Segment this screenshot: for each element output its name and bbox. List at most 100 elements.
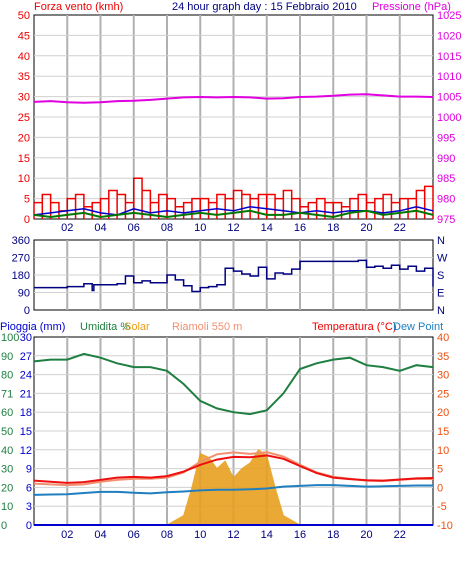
x-tick-label: 14	[261, 222, 273, 234]
rain-tick-label: 9	[26, 464, 32, 476]
direction-tick-label: 90	[18, 288, 30, 300]
direction-tick-label: 270	[12, 253, 30, 265]
direction-tick-label: 0	[24, 305, 30, 317]
right-tick-label: 975	[437, 214, 455, 226]
temperature-tick-label: 25	[437, 388, 449, 400]
dewpoint-title: Dew Point	[393, 321, 443, 333]
compass-tick-label: W	[437, 253, 448, 265]
x-tick-label: 06	[128, 529, 140, 541]
x-tick-label: 20	[360, 529, 372, 541]
rain-tick-label: 12	[20, 445, 32, 457]
temperature-tick-label: 30	[437, 370, 449, 382]
humidity-tick-label: 30	[1, 464, 13, 476]
x-tick-label: 12	[227, 529, 239, 541]
temperature-series	[33, 454, 434, 484]
pressure-title: Pressione (hPa)	[372, 1, 451, 13]
right-tick-label: 980	[437, 194, 455, 206]
wind-title: Forza vento (kmh)	[34, 1, 123, 13]
right-tick-label: 990	[437, 153, 455, 165]
humidity-temperature-panel: 0102030405060718090100036912151821242730…	[1, 332, 453, 532]
temperature-tick-label: 5	[437, 464, 443, 476]
left-tick-label: 30	[18, 92, 30, 104]
temperature-tick-label: 20	[437, 407, 449, 419]
rain-title: Pioggia (mm)	[0, 321, 65, 333]
left-tick-label: 10	[18, 173, 30, 185]
humidity-tick-label: 100	[1, 332, 19, 344]
x-tick-label: 04	[94, 222, 106, 234]
x-tick-label: 02	[61, 222, 73, 234]
temperature-tick-label: 15	[437, 426, 449, 438]
compass-tick-label: N	[437, 235, 445, 247]
humidity-tick-label: 71	[1, 388, 13, 400]
x-tick-label: 22	[394, 529, 406, 541]
right-tick-label: 1005	[437, 92, 461, 104]
right-tick-label: 1000	[437, 112, 461, 124]
rain-tick-label: 6	[26, 482, 32, 494]
right-tick-label: 1025	[437, 10, 461, 22]
compass-tick-label: N	[437, 305, 445, 317]
x-tick-label: 02	[61, 529, 73, 541]
x-tick-label: 18	[327, 529, 339, 541]
compass-tick-label: S	[437, 270, 444, 282]
x-tick-label: 18	[327, 222, 339, 234]
humidity-tick-label: 60	[1, 407, 13, 419]
humidity-tick-label: 90	[1, 351, 13, 363]
temperature-title: Temperatura (°C)	[312, 321, 396, 333]
x-tick-label: 08	[161, 529, 173, 541]
rain-tick-label: 15	[20, 426, 32, 438]
x-tick-label: 06	[128, 222, 140, 234]
humidity-tick-label: 0	[1, 520, 7, 532]
rain-tick-label: 3	[26, 501, 32, 513]
right-tick-label: 1010	[437, 71, 461, 83]
wind-pressure-panel: 0510152025303540455097598098599099510001…	[18, 10, 462, 226]
temperature-tick-label: 40	[437, 332, 449, 344]
pressure-series	[33, 93, 434, 104]
x-tick-label: 12	[227, 222, 239, 234]
wind-average-series	[33, 209, 434, 219]
rain-tick-label: 30	[20, 332, 32, 344]
x-tick-label: 16	[294, 529, 306, 541]
x-tick-label: 10	[194, 222, 206, 234]
left-tick-label: 50	[18, 10, 30, 22]
humidity-series	[33, 352, 434, 416]
x-tick-label: 08	[161, 222, 173, 234]
humidity-tick-label: 40	[1, 445, 13, 457]
left-tick-label: 15	[18, 153, 30, 165]
temperature-tick-label: -5	[437, 501, 447, 513]
temperature-tick-label: 0	[437, 482, 443, 494]
right-tick-label: 1020	[437, 30, 461, 42]
riamoli-title: Riamoli 550 m	[172, 321, 242, 333]
x-tick-label: 22	[394, 222, 406, 234]
humidity-tick-label: 50	[1, 426, 13, 438]
humidity-tick-label: 10	[1, 501, 13, 513]
left-tick-label: 25	[18, 112, 30, 124]
direction-tick-label: 360	[12, 235, 30, 247]
rain-tick-label: 27	[20, 351, 32, 363]
compass-tick-label: E	[437, 288, 444, 300]
solar-series	[34, 449, 433, 526]
rain-tick-label: 21	[20, 388, 32, 400]
temperature-tick-label: -10	[437, 520, 453, 532]
right-tick-label: 985	[437, 173, 455, 185]
rain-tick-label: 24	[20, 370, 32, 382]
left-tick-label: 5	[24, 194, 30, 206]
right-tick-label: 995	[437, 132, 455, 144]
left-tick-label: 35	[18, 71, 30, 83]
temperature-tick-label: 10	[437, 445, 449, 457]
temperature-tick-label: 35	[437, 351, 449, 363]
direction-tick-label: 180	[12, 270, 30, 282]
wind-direction-series	[34, 259, 434, 293]
humidity-title: Umidita %	[80, 321, 130, 333]
right-tick-label: 1015	[437, 51, 461, 63]
x-tick-label: 20	[360, 222, 372, 234]
x-tick-label: 14	[261, 529, 273, 541]
left-tick-label: 0	[24, 214, 30, 226]
dewpoint-series	[33, 484, 433, 496]
left-tick-label: 45	[18, 30, 30, 42]
x-tick-label: 04	[94, 529, 106, 541]
left-tick-label: 40	[18, 51, 30, 63]
humidity-tick-label: 80	[1, 370, 13, 382]
